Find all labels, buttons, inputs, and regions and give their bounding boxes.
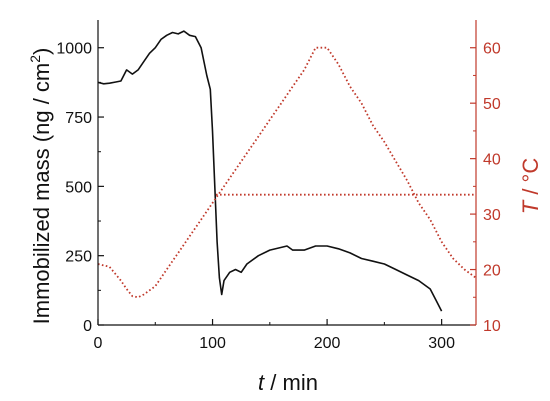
y-tick-label-0: 0 — [83, 318, 92, 335]
y2-tick-label-4: 50 — [483, 96, 501, 113]
x-tick-label-2: 200 — [314, 335, 341, 352]
y2-tick-label-3: 40 — [483, 152, 501, 169]
x-axis-label: t / min — [258, 370, 318, 395]
x-tick-label-3: 300 — [428, 335, 455, 352]
y2-tick-label-5: 60 — [483, 41, 501, 58]
y-axis-label: Immobilized mass (ng / cm2) — [27, 48, 54, 325]
x-tick-label-1: 100 — [199, 335, 226, 352]
y-tick-label-1: 250 — [65, 249, 92, 266]
series-line-0 — [97, 30, 443, 312]
y2-tick-label-2: 30 — [483, 207, 501, 224]
y2-tick-label-1: 20 — [483, 263, 501, 280]
y-tick-label-2: 500 — [65, 179, 92, 196]
y-tick-label-3: 750 — [65, 110, 92, 127]
y-tick-label-4: 1000 — [56, 41, 92, 58]
y2-tick-label-0: 10 — [483, 318, 501, 335]
plot-layer: 0 100 200 300 0 250 500 750 1000 10 20 30 40 50 60 — [56, 20, 501, 352]
y2-axis-label: T / °C — [518, 158, 543, 215]
x-tick-label-0: 0 — [94, 335, 103, 352]
series-line-1 — [97, 46, 477, 299]
